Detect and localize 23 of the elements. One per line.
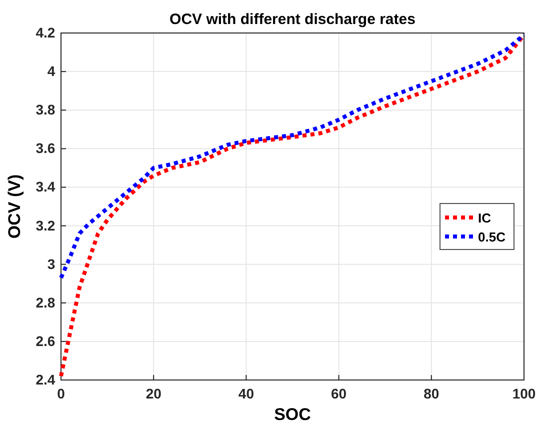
y-tick-label: 2.4 — [36, 371, 56, 388]
y-tick-label: 4 — [47, 63, 56, 80]
y-tick-label: 3 — [47, 256, 56, 272]
y-tick-label: 3.8 — [36, 102, 56, 118]
y-tick-label: 3.4 — [36, 178, 56, 195]
x-tick-label: 60 — [331, 385, 347, 402]
y-tick-label: 4.2 — [36, 24, 56, 40]
line-series — [59, 32, 526, 378]
x-axis-title: SOC — [274, 405, 311, 424]
chart-title: OCV with different discharge rates — [170, 11, 416, 28]
y-axis-title: OCV (V) — [5, 174, 24, 239]
x-tick-label: 100 — [512, 385, 536, 402]
y-tick-label: 2.8 — [36, 294, 56, 310]
x-tick-label: 0 — [57, 385, 66, 402]
x-tick-label: 80 — [424, 385, 440, 402]
x-tick-label: 40 — [238, 385, 254, 402]
line-series — [59, 32, 526, 280]
y-tick-label: 2.6 — [36, 332, 56, 349]
legend-label: 0.5C — [478, 230, 506, 244]
legend-label: IC — [478, 210, 492, 226]
y-tick-label: 3.2 — [36, 217, 56, 234]
y-tick-label: 3.6 — [36, 140, 56, 156]
x-tick-label: 20 — [146, 385, 162, 402]
